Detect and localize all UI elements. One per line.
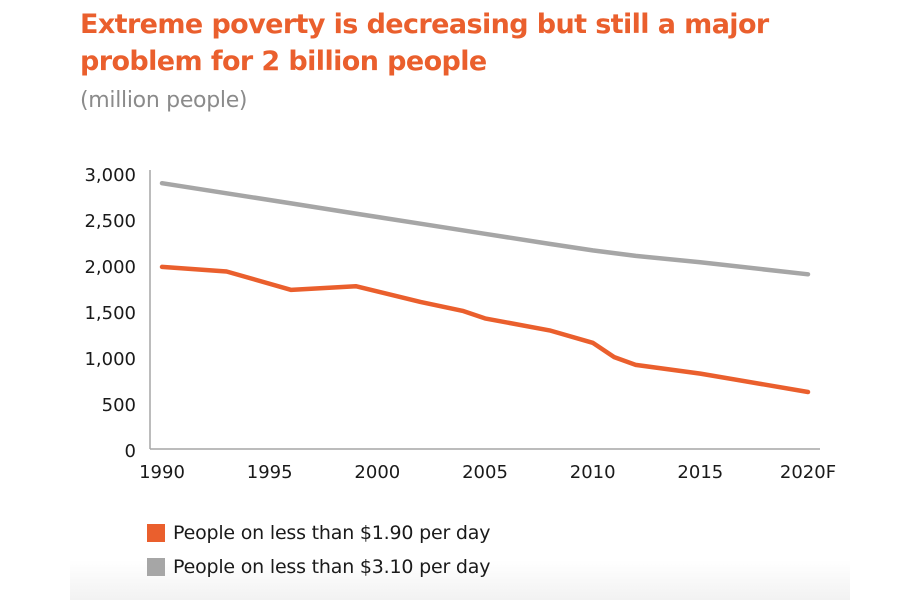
x-tick-label: 1995 [247,462,293,483]
chart-subtitle: (million people) [80,88,248,113]
x-axis-ticks: 1990 1995 2000 2005 2010 2015 2020F [139,462,836,483]
x-tick-label: 1990 [139,462,185,483]
y-tick-label: 500 [102,395,136,416]
x-tick-label: 2020F [780,462,836,483]
series-line-under-310 [159,180,811,277]
x-tick-label: 2000 [354,462,400,483]
legend-swatch-gray-icon [147,558,165,576]
legend-item-310: People on less than $3.10 per day [147,550,490,584]
y-tick-label: 1,500 [84,303,136,324]
y-tick-label: 2,500 [84,211,136,232]
chart-title: Extreme poverty is decreasing but still … [80,9,769,77]
x-tick-label: 2015 [677,462,723,483]
y-tick-label: 2,000 [84,257,136,278]
x-tick-label: 2005 [462,462,508,483]
legend-item-190: People on less than $1.90 per day [147,516,490,550]
series-lines [159,180,811,395]
legend: People on less than $1.90 per day People… [147,516,490,584]
axes [149,170,820,450]
y-tick-label: 0 [125,441,136,462]
legend-label: People on less than $3.10 per day [173,556,491,578]
y-tick-label: 1,000 [84,349,136,370]
y-axis-ticks: 0 500 1,000 1,500 2,000 2,500 3,000 [84,165,136,462]
legend-swatch-orange-icon [147,524,165,542]
series-line-under-190 [159,264,811,395]
bottom-shadow [70,560,850,600]
chart-panel [70,0,850,600]
y-tick-label: 3,000 [84,165,136,186]
x-tick-label: 2010 [570,462,616,483]
legend-label: People on less than $1.90 per day [173,522,491,544]
